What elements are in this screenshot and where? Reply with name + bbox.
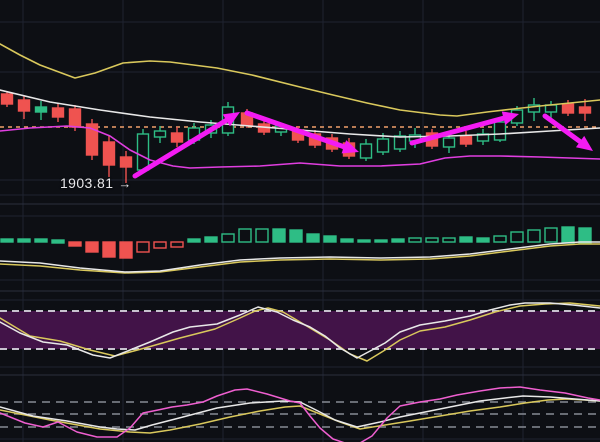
- histogram-bar: [0, 238, 14, 243]
- candlestick: [17, 99, 31, 112]
- histogram-bar: [544, 227, 558, 243]
- histogram-bar: [221, 233, 235, 243]
- histogram-bar: [357, 239, 371, 243]
- stoch-d-line: [0, 302, 600, 362]
- histogram-bar: [51, 239, 65, 244]
- trend-arrow-head: [341, 140, 359, 154]
- price-annotation: 1903.81 →: [60, 175, 132, 191]
- histogram-bar: [425, 237, 439, 243]
- histogram-bar: [17, 238, 31, 243]
- histogram-bar: [527, 229, 541, 243]
- histogram-bar: [68, 241, 82, 247]
- candlestick: [459, 135, 473, 145]
- histogram-bar: [459, 236, 473, 243]
- histogram-bar: [306, 233, 320, 243]
- oscillator-pink-line: [0, 386, 600, 442]
- candlestick: [153, 130, 167, 138]
- candlestick: [170, 132, 184, 143]
- candlestick: [578, 106, 592, 114]
- histogram-bar: [510, 231, 524, 243]
- candlestick: [51, 107, 65, 118]
- candlestick: [493, 121, 507, 141]
- trend-arrow-shaft: [132, 116, 232, 179]
- histogram-bar: [102, 241, 116, 258]
- histogram-bar: [170, 241, 184, 248]
- overbought-oversold-zone: [0, 311, 600, 349]
- trend-arrow-head: [501, 111, 519, 125]
- histogram-bar: [238, 228, 252, 243]
- histogram-ma-white: [0, 241, 600, 273]
- candlestick: [393, 135, 407, 150]
- trend-arrow-head: [222, 112, 240, 127]
- histogram-bar: [34, 238, 48, 243]
- histogram-bar: [408, 237, 422, 243]
- oscillator-white-line: [0, 395, 600, 431]
- histogram-bar: [391, 238, 405, 243]
- stoch-k-line: [0, 302, 600, 359]
- candlestick: [136, 133, 150, 171]
- trend-arrow-shaft: [409, 114, 509, 146]
- candlestick: [527, 104, 541, 113]
- histogram-bar: [578, 227, 592, 244]
- candlestick: [442, 137, 456, 148]
- histogram-bar: [493, 235, 507, 243]
- trend-arrow-shaft: [244, 110, 350, 151]
- histogram-bar: [153, 241, 167, 249]
- histogram-bar: [119, 241, 133, 259]
- candlestick: [85, 123, 99, 156]
- histogram-bar: [476, 237, 490, 243]
- bollinger-lower-band: [0, 125, 600, 169]
- histogram-bar: [289, 229, 303, 243]
- histogram-bar: [323, 235, 337, 243]
- candlestick: [119, 156, 133, 168]
- histogram-bar: [255, 228, 269, 243]
- candlestick: [561, 103, 575, 114]
- histogram-bar: [340, 238, 354, 243]
- histogram-bar: [561, 226, 575, 244]
- histogram-bar: [374, 239, 388, 243]
- bollinger-upper-band: [0, 43, 600, 117]
- trend-arrow-shaft: [542, 113, 585, 146]
- candlestick: [359, 143, 373, 159]
- trend-arrow-head: [575, 135, 593, 151]
- candlestick: [68, 108, 82, 128]
- candlestick: [102, 141, 116, 166]
- price-annotation-value: 1903.81: [60, 175, 114, 191]
- histogram-bar: [204, 236, 218, 243]
- histogram-bar: [187, 238, 201, 243]
- candlestick: [34, 106, 48, 113]
- candlestick: [0, 93, 14, 105]
- histogram-bar: [272, 228, 286, 243]
- histogram-bar: [85, 241, 99, 253]
- right-arrow-icon: →: [118, 176, 132, 191]
- candlestick: [376, 138, 390, 153]
- histogram-bar: [136, 241, 150, 253]
- histogram-ma-yellow: [0, 243, 600, 274]
- histogram-bar: [442, 237, 456, 243]
